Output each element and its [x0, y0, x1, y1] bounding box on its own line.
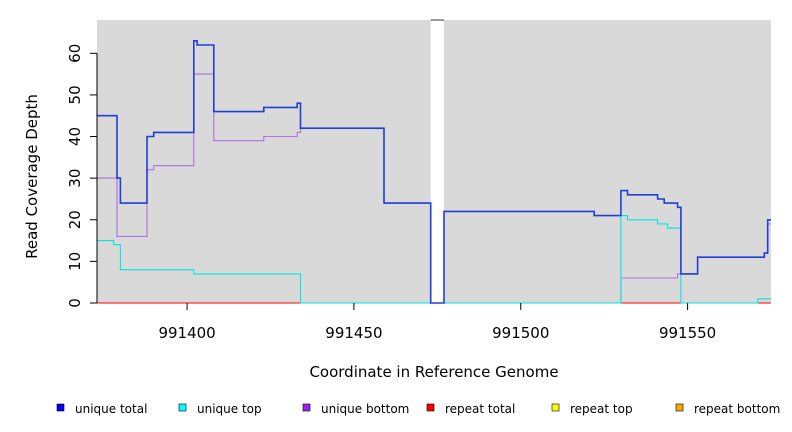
y-tick-label: 60	[66, 44, 84, 63]
legend-swatch-repeat-bottom	[675, 403, 684, 412]
legend-label-repeat-bottom: repeat bottom	[694, 402, 780, 416]
x-axis-title: Coordinate in Reference Genome	[309, 363, 558, 381]
x-tick-label: 991500	[492, 324, 549, 342]
legend-label-repeat-total: repeat total	[445, 402, 515, 416]
x-tick-label: 991450	[325, 324, 382, 342]
legend-swatch-unique-total	[56, 403, 65, 412]
y-tick-label: 20	[66, 210, 84, 229]
legend-label-unique-top: unique top	[197, 402, 262, 416]
y-tick-label: 0	[66, 298, 84, 308]
legend-label-repeat-top: repeat top	[570, 402, 633, 416]
panel-left	[97, 20, 431, 303]
panel-right	[444, 20, 771, 303]
legend-label-unique-total: unique total	[75, 402, 147, 416]
x-tick-label: 991550	[659, 324, 716, 342]
plot-panel	[97, 19, 771, 303]
y-axis: 0 10 20 30 40 50 60	[66, 44, 98, 308]
y-axis-title: Read Coverage Depth	[23, 94, 41, 259]
legend-swatch-unique-bottom	[302, 403, 311, 412]
y-tick-label: 50	[66, 85, 84, 104]
series-line-unique-total	[97, 40, 771, 304]
series-lines	[97, 40, 771, 304]
y-tick-label: 40	[66, 127, 84, 146]
y-tick-label: 30	[66, 169, 84, 188]
legend-swatch-unique-top	[178, 403, 187, 412]
legend-swatch-repeat-total	[426, 403, 435, 412]
legend-label-unique-bottom: unique bottom	[321, 402, 409, 416]
legend: unique total unique top unique bottom repea…	[56, 402, 780, 416]
legend-swatch-repeat-top	[551, 403, 560, 412]
x-tick-label: 991400	[158, 324, 215, 342]
y-tick-label: 10	[66, 252, 84, 271]
x-axis: 991400 991450 991500 991550	[158, 303, 716, 342]
